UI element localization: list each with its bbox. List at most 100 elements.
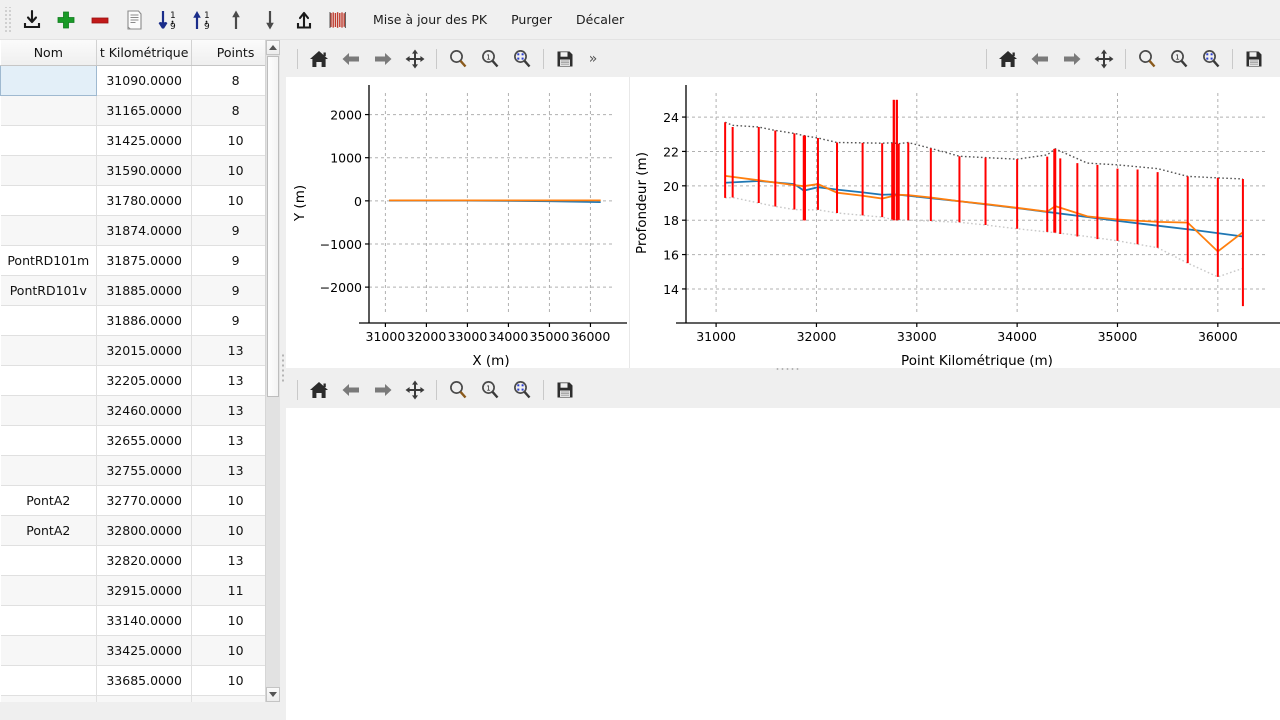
table-row[interactable]: 31874.0000 9 (0, 215, 279, 246)
cell-points[interactable]: 10 (191, 185, 279, 216)
cell-points[interactable]: 11 (191, 575, 279, 606)
cell-point-kilometrique[interactable]: 31590.0000 (96, 155, 193, 186)
cell-point-kilometrique[interactable]: 31885.0000 (96, 275, 193, 306)
table-row[interactable]: 31780.0000 10 (0, 185, 279, 216)
save-floppy-icon[interactable] (549, 43, 581, 75)
cell-points[interactable]: 10 (191, 665, 279, 696)
save-floppy-icon[interactable] (1238, 43, 1270, 75)
scrollbar-thumb[interactable] (267, 56, 279, 397)
table-row[interactable]: 31090.0000 8 (0, 64, 279, 96)
cell-nom[interactable] (0, 395, 98, 426)
table-row[interactable]: 31425.0000 10 (0, 125, 279, 156)
table-vertical-scrollbar[interactable] (265, 40, 280, 702)
table-row[interactable]: 32460.0000 13 (0, 395, 279, 426)
back-arrow-icon[interactable] (335, 374, 367, 406)
cell-points[interactable]: 10 (191, 485, 279, 516)
zoom-to-rect-icon[interactable] (506, 374, 538, 406)
cell-nom[interactable] (0, 215, 98, 246)
cell-nom[interactable] (0, 185, 98, 216)
cell-point-kilometrique[interactable]: 33140.0000 (96, 605, 193, 636)
cell-point-kilometrique[interactable]: 33685.0000 (96, 665, 193, 696)
cell-nom[interactable] (0, 455, 98, 486)
cell-points[interactable]: 10 (191, 605, 279, 636)
pan-move-icon[interactable] (399, 43, 431, 75)
cell-points[interactable]: 8 (191, 65, 279, 96)
table-row[interactable]: PontRD101v 31885.0000 9 (0, 275, 279, 306)
cell-nom[interactable] (0, 605, 98, 636)
back-arrow-icon[interactable] (335, 43, 367, 75)
cell-points[interactable]: 13 (191, 425, 279, 456)
sort-descending-icon[interactable]: 1 9 (151, 3, 185, 37)
back-arrow-icon[interactable] (1024, 43, 1056, 75)
cell-point-kilometrique[interactable]: 32655.0000 (96, 425, 193, 456)
cell-point-kilometrique[interactable]: 32915.0000 (96, 575, 193, 606)
cell-point-kilometrique[interactable]: 32770.0000 (96, 485, 193, 516)
table-row[interactable]: 32015.0000 13 (0, 335, 279, 366)
cell-nom[interactable] (0, 125, 98, 156)
cell-point-kilometrique[interactable]: 32755.0000 (96, 455, 193, 486)
plan-view-chart[interactable]: −2000 −1000 0 1000 2000 31000 32000 33000 34000 3… (286, 77, 630, 368)
table-row[interactable]: 33425.0000 10 (0, 635, 279, 666)
table-row[interactable]: 31886.0000 9 (0, 305, 279, 336)
table-row[interactable]: 31590.0000 10 (0, 155, 279, 186)
column-header-point-kilometrique[interactable]: t Kilométrique (96, 40, 193, 66)
cell-point-kilometrique[interactable]: 32820.0000 (96, 545, 193, 576)
remove-minus-icon[interactable] (83, 3, 117, 37)
cell-nom[interactable] (0, 335, 98, 366)
move-up-icon[interactable] (219, 3, 253, 37)
cell-points[interactable]: 9 (191, 275, 279, 306)
cell-nom[interactable] (0, 64, 98, 96)
toolbar-overflow-button[interactable]: » (588, 50, 598, 67)
table-row[interactable]: 31165.0000 8 (0, 95, 279, 126)
cell-point-kilometrique[interactable]: 31165.0000 (96, 95, 193, 126)
zoom-magnifier-icon[interactable] (442, 374, 474, 406)
table-row[interactable]: PontA2 32770.0000 10 (0, 485, 279, 516)
cell-point-kilometrique[interactable]: 32460.0000 (96, 395, 193, 426)
cell-nom[interactable] (0, 575, 98, 606)
cell-points[interactable]: 13 (191, 395, 279, 426)
forward-arrow-icon[interactable] (1056, 43, 1088, 75)
cell-point-kilometrique[interactable]: 31090.0000 (96, 65, 193, 96)
zoom-to-rect-icon[interactable] (506, 43, 538, 75)
column-header-points[interactable]: Points (191, 40, 279, 66)
cell-point-kilometrique[interactable]: 31886.0000 (96, 305, 193, 336)
cell-nom[interactable] (0, 665, 98, 696)
cross-section-canvas[interactable] (286, 408, 1280, 720)
cell-points[interactable]: 13 (191, 335, 279, 366)
cell-nom[interactable] (0, 695, 98, 702)
table-row[interactable]: 33685.0000 10 (0, 665, 279, 696)
cell-nom[interactable] (0, 545, 98, 576)
cell-point-kilometrique[interactable]: 32205.0000 (96, 365, 193, 396)
cell-nom[interactable] (0, 365, 98, 396)
add-plus-icon[interactable] (49, 3, 83, 37)
cell-nom[interactable]: PontRD101m (0, 245, 98, 276)
forward-arrow-icon[interactable] (367, 43, 399, 75)
forward-arrow-icon[interactable] (367, 374, 399, 406)
home-icon[interactable] (303, 43, 335, 75)
cell-points[interactable]: 13 (191, 545, 279, 576)
cell-points[interactable]: 13 (191, 455, 279, 486)
menu-decaler[interactable]: Décaler (576, 12, 625, 27)
vertical-splitter-handle[interactable] (280, 353, 286, 383)
export-upload-icon[interactable] (287, 3, 321, 37)
table-row[interactable]: 32205.0000 13 (0, 365, 279, 396)
zoom-one-to-one-icon[interactable]: 1 (474, 43, 506, 75)
cell-nom[interactable]: PontRD101v (0, 275, 98, 306)
cell-points[interactable]: 10 (191, 125, 279, 156)
import-download-icon[interactable] (15, 3, 49, 37)
cell-point-kilometrique[interactable]: 32015.0000 (96, 335, 193, 366)
table-row[interactable]: 32820.0000 13 (0, 545, 279, 576)
zoom-magnifier-icon[interactable] (1131, 43, 1163, 75)
cell-points[interactable]: 13 (191, 365, 279, 396)
cell-points[interactable]: 10 (191, 155, 279, 186)
cell-nom[interactable]: PontA2 (0, 515, 98, 546)
sort-ascending-icon[interactable]: 1 9 (185, 3, 219, 37)
cell-nom[interactable]: PontA2 (0, 485, 98, 516)
column-header-nom[interactable]: Nom (0, 40, 98, 66)
table-row[interactable]: PontA2 32800.0000 10 (0, 515, 279, 546)
cell-points[interactable]: 9 (191, 215, 279, 246)
barcode-profile-icon[interactable] (321, 3, 355, 37)
scroll-up-arrow-icon[interactable] (266, 40, 280, 55)
cell-points[interactable]: 9 (191, 245, 279, 276)
document-icon[interactable] (117, 3, 151, 37)
